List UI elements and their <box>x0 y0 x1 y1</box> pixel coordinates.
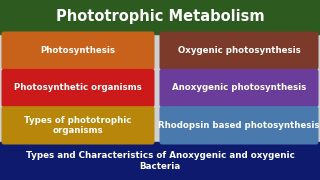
Text: Photosynthesis: Photosynthesis <box>41 46 116 55</box>
FancyBboxPatch shape <box>159 106 318 145</box>
Bar <box>0 0 320 34</box>
Text: Anoxygenic photosynthesis: Anoxygenic photosynthesis <box>172 84 306 93</box>
FancyBboxPatch shape <box>2 106 155 145</box>
Bar <box>0 142 320 180</box>
Text: Oxygenic photosynthesis: Oxygenic photosynthesis <box>178 46 300 55</box>
FancyBboxPatch shape <box>2 69 155 107</box>
FancyBboxPatch shape <box>159 31 318 70</box>
Text: Types and Characteristics of Anoxygenic and oxygenic
Bacteria: Types and Characteristics of Anoxygenic … <box>26 151 294 171</box>
FancyBboxPatch shape <box>159 69 318 107</box>
Text: Types of phototrophic
organisms: Types of phototrophic organisms <box>24 116 132 135</box>
FancyBboxPatch shape <box>2 31 155 70</box>
Text: Phototrophic Metabolism: Phototrophic Metabolism <box>56 10 264 24</box>
Text: Photosynthetic organisms: Photosynthetic organisms <box>14 84 142 93</box>
Text: Rhodopsin based photosynthesis: Rhodopsin based photosynthesis <box>158 121 320 130</box>
